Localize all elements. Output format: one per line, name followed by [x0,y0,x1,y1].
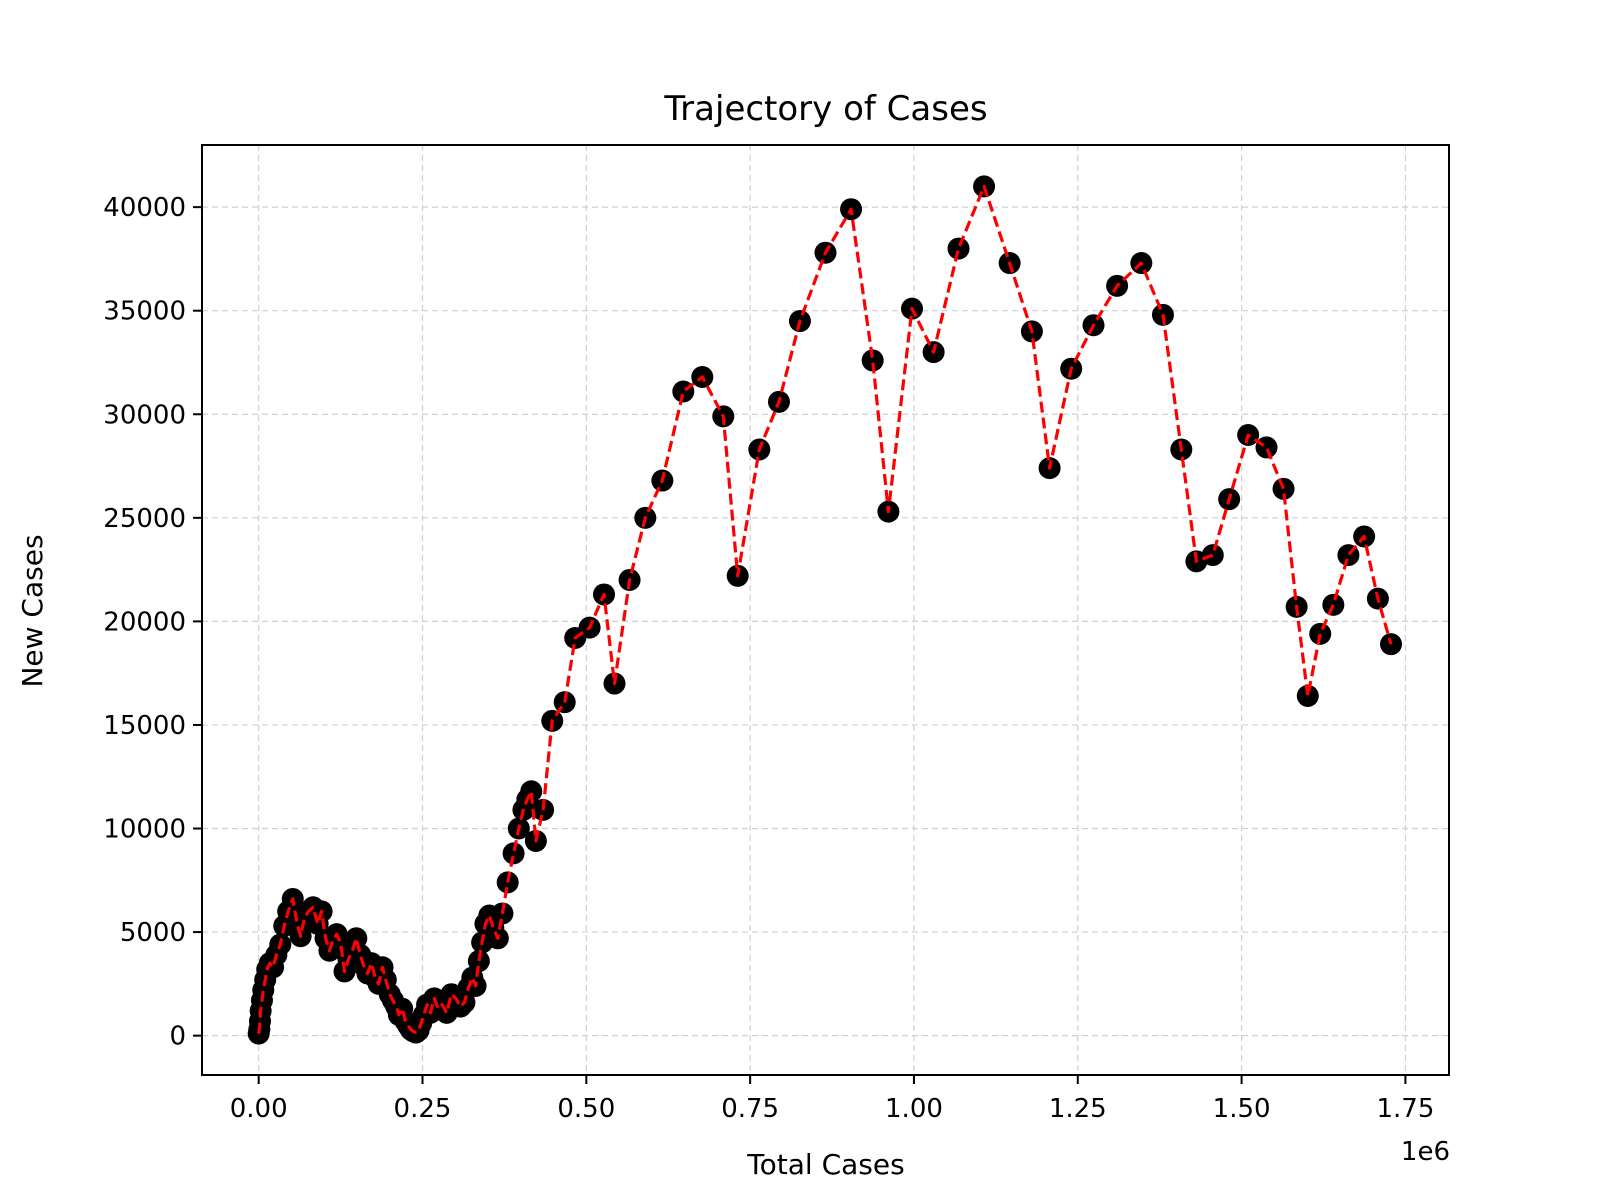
data-point [1309,622,1332,645]
plot-area-frame [201,144,1450,1076]
y-tick-label: 30000 [103,400,186,430]
x-tick-label: 0.00 [230,1094,288,1124]
data-point [345,927,368,950]
y-tick-label: 20000 [103,607,186,637]
series-layer [247,175,1403,1045]
x-tick-label: 1.75 [1376,1094,1434,1124]
y-tick-label: 40000 [103,193,186,223]
data-point [861,349,884,372]
data-point [1255,436,1278,459]
data-point [502,842,525,865]
y-axis-title: New Cases [16,534,49,687]
y-tick-label: 35000 [103,297,186,327]
x-tick-label: 0.50 [557,1094,615,1124]
y-tick-label: 15000 [103,711,186,741]
x-tick-label: 0.75 [721,1094,779,1124]
x-tick-label: 0.25 [394,1094,452,1124]
x-axis-title: Total Cases [746,1148,904,1181]
y-tick-label: 0 [169,1022,186,1052]
series-line [257,184,1393,1035]
y-tick-label: 25000 [103,504,186,534]
data-point [496,871,519,894]
data-point [520,780,543,803]
x-tick-label: 1.00 [885,1094,943,1124]
chart-title: Trajectory of Cases [663,89,987,129]
data-point [947,237,970,260]
x-tick-label: 1.25 [1049,1094,1107,1124]
data-point [1322,593,1345,616]
x-tick-label: 1.50 [1213,1094,1271,1124]
data-point [1272,477,1295,500]
data-point [1296,684,1319,707]
x-axis-ticks: 0.00 0.25 0.50 0.75 1.00 1.25 1.50 1.75 [230,1075,1434,1124]
y-axis-ticks: 0 5000 10000 15000 20000 25000 30000 35000 40000 [103,193,202,1052]
data-point [467,950,490,973]
data-point [1201,544,1224,567]
y-tick-label: 5000 [120,918,186,948]
grid-lines [202,145,1449,1075]
y-tick-label: 10000 [103,815,186,845]
x-axis-offset-label: 1e6 [1401,1137,1450,1167]
